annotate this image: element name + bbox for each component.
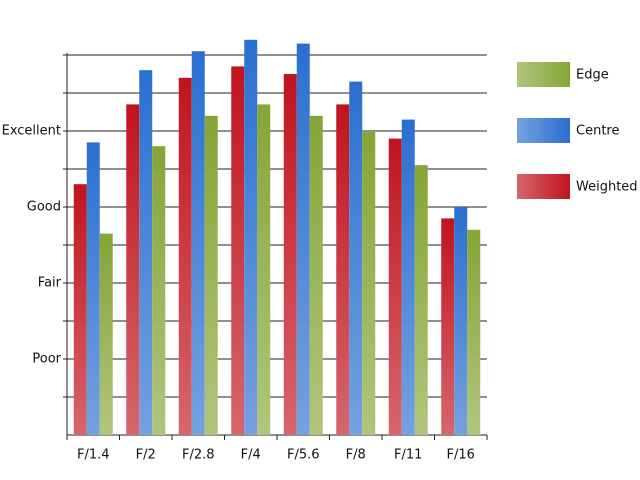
bar (178, 77, 192, 436)
bar (454, 207, 468, 435)
bar (401, 119, 415, 435)
bar (126, 104, 140, 436)
bar (283, 74, 297, 435)
bar (86, 142, 100, 435)
legend-label: Centre (576, 124, 619, 139)
bar (349, 81, 363, 435)
legend-swatch (517, 174, 570, 199)
bar (152, 146, 166, 435)
bar (414, 165, 428, 435)
bar (441, 218, 455, 435)
x-tick-label: F/2 (136, 448, 156, 463)
bar (467, 229, 481, 435)
x-tick-label: F/8 (346, 448, 366, 463)
legend-swatch (517, 62, 570, 87)
bar (191, 51, 205, 435)
x-tick-label: F/2.8 (182, 448, 215, 463)
bar (257, 104, 271, 436)
y-tick-label: Fair (38, 276, 62, 291)
legend-swatch (517, 118, 570, 143)
y-tick-label: Excellent (2, 124, 61, 139)
bar (309, 115, 323, 436)
x-tick-label: F/16 (447, 448, 475, 463)
bar (139, 70, 153, 435)
bar (204, 115, 218, 436)
bar (73, 184, 87, 435)
x-tick-label: F/5.6 (287, 448, 320, 463)
y-tick-label: Good (27, 200, 61, 215)
bar (231, 66, 245, 436)
bar (244, 39, 258, 436)
x-tick-label: F/4 (241, 448, 261, 463)
bar (388, 138, 402, 435)
bar (336, 104, 350, 436)
y-tick-label: Poor (32, 352, 61, 367)
bar (296, 43, 310, 435)
legend-label: Weighted (576, 180, 638, 195)
x-tick-label: F/1.4 (77, 448, 110, 463)
x-tick-label: F/11 (394, 448, 422, 463)
legend-label: Edge (576, 68, 609, 83)
bar (362, 131, 376, 435)
bar (99, 233, 113, 435)
